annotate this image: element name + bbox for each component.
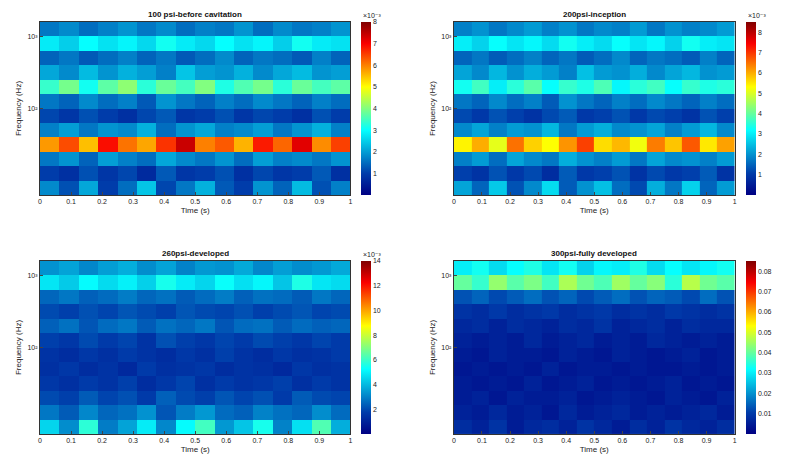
svg-text:0.1: 0.1 (66, 198, 76, 205)
svg-text:8: 8 (373, 18, 377, 25)
svg-text:0: 0 (38, 198, 42, 205)
svg-text:0.9: 0.9 (702, 198, 712, 205)
svg-text:0.8: 0.8 (283, 198, 293, 205)
svg-text:10³: 10³ (441, 272, 452, 279)
svg-text:2: 2 (758, 151, 762, 158)
svg-text:0.3: 0.3 (533, 437, 543, 444)
svg-text:0.08: 0.08 (758, 268, 772, 275)
svg-text:3: 3 (758, 130, 762, 137)
svg-text:0.6: 0.6 (221, 437, 231, 444)
svg-text:0.2: 0.2 (505, 198, 515, 205)
svg-text:0.8: 0.8 (674, 198, 684, 205)
svg-text:Frequency (Hz): Frequency (Hz) (428, 81, 437, 136)
svg-text:0.9: 0.9 (702, 437, 712, 444)
svg-text:0.2: 0.2 (97, 198, 107, 205)
svg-text:0: 0 (452, 437, 456, 444)
svg-text:300psi-fully developed: 300psi-fully developed (551, 249, 637, 258)
svg-text:1: 1 (348, 437, 352, 444)
svg-text:4: 4 (373, 381, 377, 388)
svg-text:0.5: 0.5 (190, 198, 200, 205)
svg-text:0.8: 0.8 (283, 437, 293, 444)
svg-text:14: 14 (373, 257, 381, 264)
svg-text:0.5: 0.5 (589, 437, 599, 444)
svg-text:0.6: 0.6 (221, 198, 231, 205)
svg-text:10²: 10² (27, 344, 38, 351)
svg-text:0.6: 0.6 (617, 437, 627, 444)
svg-text:10³: 10³ (27, 33, 38, 40)
svg-text:1: 1 (733, 437, 737, 444)
svg-text:0.7: 0.7 (252, 198, 262, 205)
svg-text:0.3: 0.3 (533, 198, 543, 205)
svg-text:6: 6 (758, 69, 762, 76)
svg-text:0.04: 0.04 (758, 349, 772, 356)
svg-text:8: 8 (758, 29, 762, 36)
svg-text:0.8: 0.8 (674, 437, 684, 444)
svg-text:0.07: 0.07 (758, 288, 772, 295)
svg-text:×10⁻³: ×10⁻³ (363, 12, 382, 19)
svg-text:7: 7 (373, 40, 377, 47)
svg-text:0.9: 0.9 (314, 437, 324, 444)
svg-text:0.2: 0.2 (97, 437, 107, 444)
svg-text:4: 4 (373, 105, 377, 112)
svg-text:10²: 10² (441, 105, 452, 112)
svg-text:×10⁻³: ×10⁻³ (363, 251, 382, 258)
svg-text:Time (s): Time (s) (181, 445, 210, 454)
svg-text:0: 0 (452, 198, 456, 205)
svg-text:0.4: 0.4 (561, 437, 571, 444)
svg-text:0.5: 0.5 (589, 198, 599, 205)
svg-text:8: 8 (373, 332, 377, 339)
svg-text:0.4: 0.4 (561, 198, 571, 205)
svg-text:0.4: 0.4 (159, 437, 169, 444)
svg-text:10³: 10³ (27, 272, 38, 279)
svg-text:0.1: 0.1 (66, 437, 76, 444)
svg-text:5: 5 (373, 83, 377, 90)
svg-text:0.03: 0.03 (758, 369, 772, 376)
svg-text:Time (s): Time (s) (580, 206, 609, 215)
svg-text:0.01: 0.01 (758, 410, 772, 417)
svg-text:1: 1 (348, 198, 352, 205)
svg-text:0.3: 0.3 (128, 198, 138, 205)
svg-text:Frequency (Hz): Frequency (Hz) (14, 81, 23, 136)
svg-text:0.02: 0.02 (758, 390, 772, 397)
svg-text:×10⁻³: ×10⁻³ (748, 12, 767, 19)
svg-text:2: 2 (373, 406, 377, 413)
svg-text:1: 1 (733, 198, 737, 205)
svg-text:0.6: 0.6 (617, 198, 627, 205)
svg-text:0.1: 0.1 (477, 437, 487, 444)
svg-text:10²: 10² (27, 105, 38, 112)
svg-text:260psi-developed: 260psi-developed (162, 249, 229, 258)
svg-text:0.5: 0.5 (190, 437, 200, 444)
svg-text:4: 4 (758, 110, 762, 117)
svg-text:0.2: 0.2 (505, 437, 515, 444)
svg-text:0.7: 0.7 (252, 437, 262, 444)
svg-text:0.05: 0.05 (758, 329, 772, 336)
svg-text:0.3: 0.3 (128, 437, 138, 444)
svg-text:Time (s): Time (s) (181, 206, 210, 215)
svg-text:0.06: 0.06 (758, 308, 772, 315)
svg-text:0.1: 0.1 (477, 198, 487, 205)
svg-text:12: 12 (373, 282, 381, 289)
svg-text:7: 7 (758, 49, 762, 56)
svg-text:10³: 10³ (441, 33, 452, 40)
svg-text:6: 6 (373, 356, 377, 363)
svg-text:0.7: 0.7 (646, 198, 656, 205)
svg-text:200psi-inception: 200psi-inception (563, 10, 626, 19)
svg-text:6: 6 (373, 62, 377, 69)
svg-text:1: 1 (758, 171, 762, 178)
svg-text:0.7: 0.7 (646, 437, 656, 444)
svg-text:10²: 10² (441, 344, 452, 351)
svg-text:0: 0 (38, 437, 42, 444)
svg-text:Frequency (Hz): Frequency (Hz) (14, 320, 23, 375)
svg-text:3: 3 (373, 127, 377, 134)
svg-text:100 psi-before cavitation: 100 psi-before cavitation (148, 10, 242, 19)
svg-text:0.9: 0.9 (314, 198, 324, 205)
svg-text:Frequency (Hz): Frequency (Hz) (428, 320, 437, 375)
svg-text:5: 5 (758, 90, 762, 97)
svg-text:1: 1 (373, 170, 377, 177)
svg-text:2: 2 (373, 148, 377, 155)
svg-text:10: 10 (373, 307, 381, 314)
svg-text:Time (s): Time (s) (580, 445, 609, 454)
svg-text:0.4: 0.4 (159, 198, 169, 205)
